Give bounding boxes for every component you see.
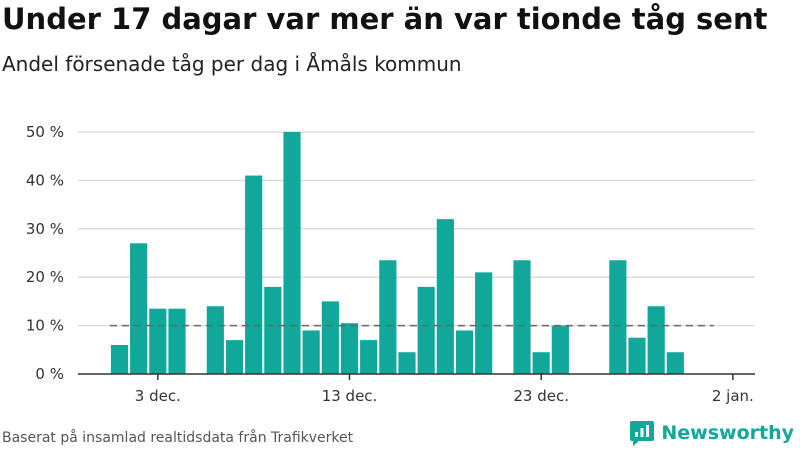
brand-logo: Newsworthy bbox=[629, 419, 794, 447]
bar bbox=[302, 330, 320, 374]
bar bbox=[264, 286, 282, 374]
y-tick-label: 50 % bbox=[26, 123, 64, 141]
bar bbox=[551, 325, 569, 374]
bar bbox=[360, 340, 378, 374]
bar bbox=[245, 175, 263, 374]
bar bbox=[225, 340, 244, 374]
bar bbox=[130, 243, 148, 374]
y-tick-label: 10 % bbox=[26, 317, 64, 335]
bar bbox=[532, 352, 550, 374]
chart-title: Under 17 dagar var mer än var tionde tåg… bbox=[2, 2, 768, 36]
bar bbox=[283, 132, 301, 374]
bar bbox=[647, 306, 665, 374]
y-tick-label: 40 % bbox=[26, 171, 64, 189]
bar bbox=[379, 260, 397, 374]
bar bbox=[321, 301, 339, 374]
chart-subtitle: Andel försenade tåg per dag i Åmåls komm… bbox=[2, 52, 462, 76]
x-tick-label: 3 dec. bbox=[135, 387, 181, 405]
y-tick-label: 30 % bbox=[26, 220, 64, 238]
bar-chart: 0 % 10 % 20 % 30 % 40 % 50 % 3 dec. 13 dec. 23 d… bbox=[26, 123, 755, 405]
bar bbox=[206, 306, 224, 374]
bar bbox=[149, 308, 167, 374]
bar bbox=[436, 219, 454, 374]
bar bbox=[609, 260, 627, 374]
newsworthy-logo-icon bbox=[630, 421, 655, 446]
x-tick-label: 13 dec. bbox=[322, 387, 378, 405]
bar bbox=[628, 337, 646, 374]
bar bbox=[168, 308, 186, 374]
y-tick-label: 20 % bbox=[26, 268, 64, 286]
bar bbox=[666, 352, 684, 374]
bar bbox=[398, 352, 416, 374]
source-note: Baserat på insamlad realtidsdata från Tr… bbox=[2, 430, 354, 446]
brand-name: Newsworthy bbox=[661, 422, 794, 444]
bar bbox=[455, 330, 474, 374]
bar bbox=[513, 260, 531, 374]
bar bbox=[417, 286, 435, 374]
x-tick-label: 2 jan. bbox=[712, 387, 754, 405]
x-tick-label: 23 dec. bbox=[513, 387, 569, 405]
bar bbox=[340, 323, 359, 374]
y-tick-label: 0 % bbox=[35, 365, 64, 383]
bar bbox=[110, 344, 129, 374]
bar bbox=[475, 272, 493, 374]
